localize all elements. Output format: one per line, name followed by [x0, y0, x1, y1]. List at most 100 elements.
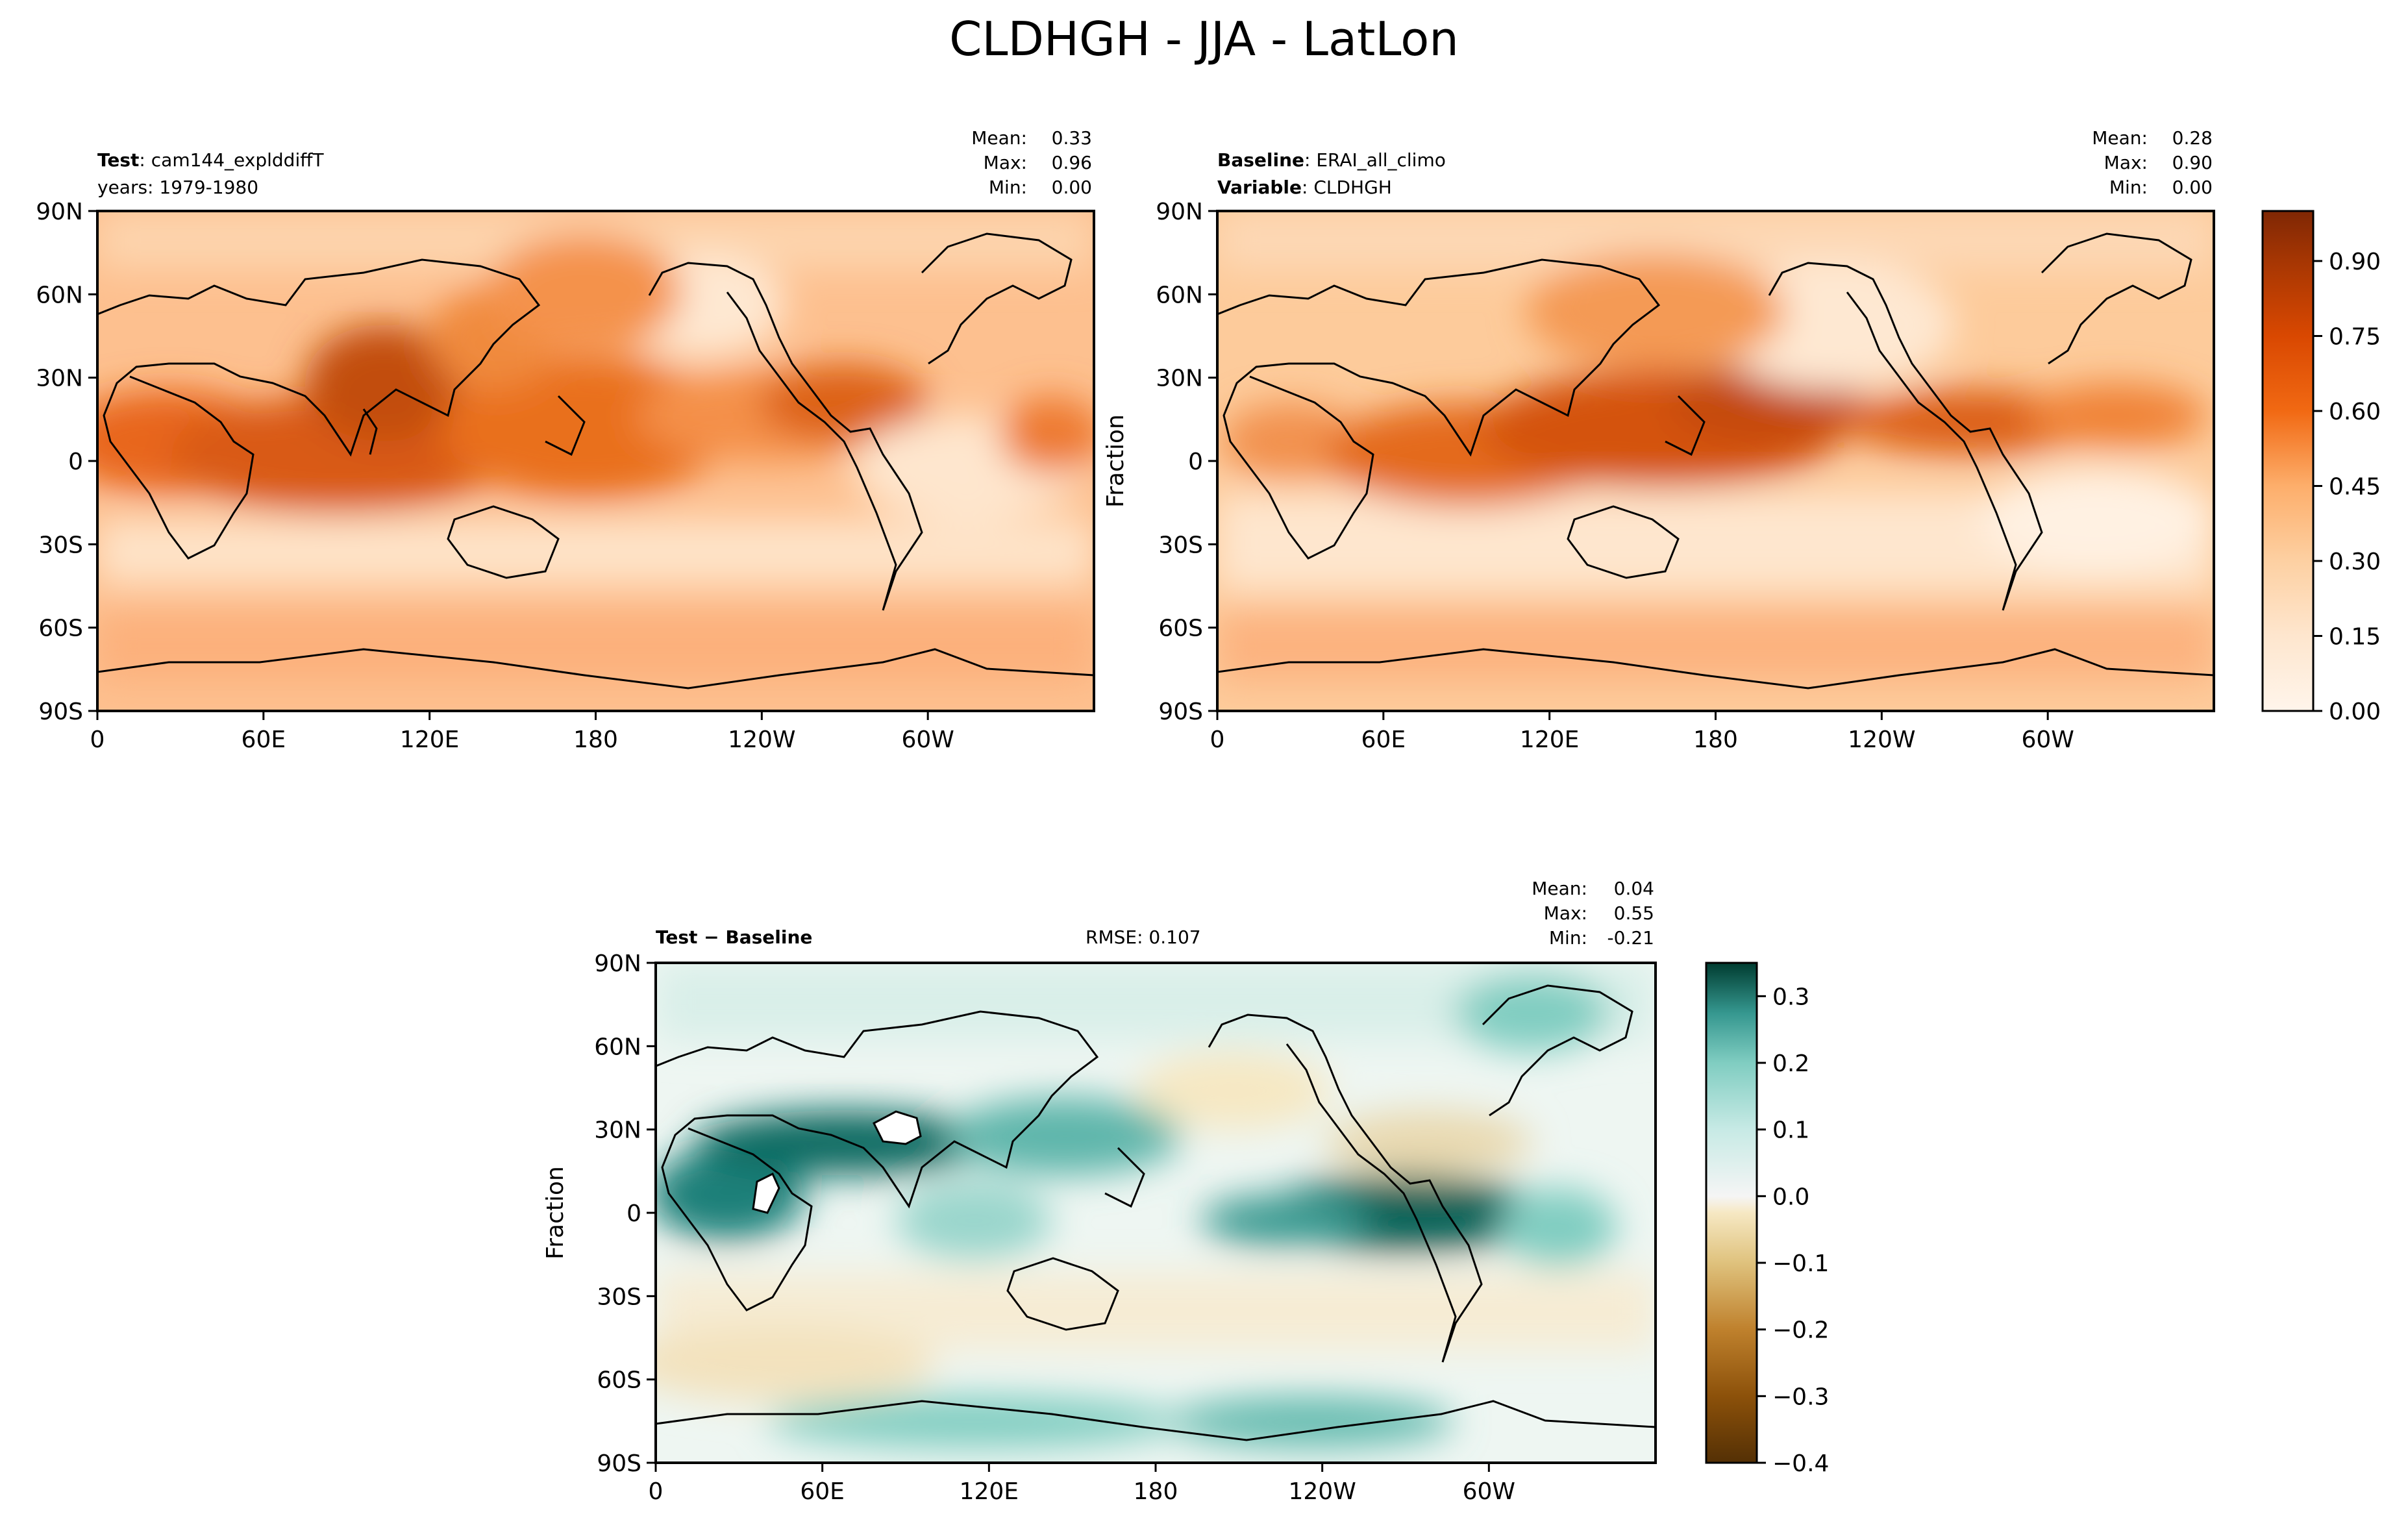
test-xtick-label: 60W	[901, 727, 954, 753]
test-xtick-label: 0	[90, 727, 105, 753]
diff-ytick-label: 60N	[594, 1034, 641, 1060]
test-ytick-label: 90N	[36, 199, 83, 225]
colorbar-brbg-tick-label: −0.3	[1772, 1384, 1829, 1410]
diff-xtick-label: 180	[1134, 1478, 1178, 1505]
baseline-xtick-label: 120W	[1848, 727, 1915, 753]
colorbar-brbg-tick-label: −0.2	[1772, 1317, 1829, 1344]
baseline-stat-mean-label: Mean:	[2092, 127, 2148, 149]
diff-ytick-label: 90N	[594, 951, 641, 977]
baseline-xtick-label: 120E	[1520, 727, 1579, 753]
diff-field	[656, 963, 1656, 1463]
svg-text:Variable: CLDHGH: Variable: CLDHGH	[1217, 177, 1392, 198]
baseline-ylabel: Fraction	[1102, 414, 1129, 508]
baseline-ytick-label: 60N	[1156, 282, 1203, 308]
diff-stat-mean-label: Mean:	[1532, 878, 1587, 899]
baseline-ytick-label: 90S	[1158, 699, 1203, 725]
baseline-field	[1217, 211, 2214, 711]
colorbar-oranges: 0.00 0.15 0.30 0.45 0.60 0.75 0.90	[2261, 210, 2381, 725]
colorbar-brbg-bar	[1705, 962, 1758, 1464]
baseline-stat-min-label: Min:	[2109, 177, 2148, 198]
baseline-stat-max-label: Max:	[2104, 152, 2148, 173]
colorbar-oranges-tick-label: 0.30	[2329, 549, 2381, 575]
test-stat-max-label: Max:	[984, 152, 1027, 173]
test-ytick-label: 30S	[38, 532, 83, 558]
diff-ytick-label: 30N	[594, 1117, 641, 1144]
baseline-ticks: 0 60E 120E 180 120W 60W 90N 60N 30N 0 30S 60S 90S	[1156, 199, 2074, 753]
colorbar-oranges-tick-label: 0.75	[2329, 324, 2381, 351]
test-ytick-label: 60N	[36, 282, 83, 308]
diff-xtick-label: 60E	[800, 1478, 845, 1505]
test-stats: Mean: 0.33 Max: 0.96 Min: 0.00	[971, 127, 1092, 198]
test-ytick-label: 90S	[38, 699, 83, 725]
test-stat-min-label: Min:	[989, 177, 1027, 198]
baseline-ytick-label: 0	[1188, 449, 1203, 475]
colorbar-oranges-tick-label: 0.45	[2329, 474, 2381, 501]
test-coastlines	[97, 232, 1094, 690]
colorbar-brbg-tick-label: −0.4	[1772, 1450, 1829, 1477]
diff-ytick-label: 60S	[597, 1367, 641, 1394]
panel-diff: Test − Baseline RMSE: 0.107 Mean: 0.04 M…	[542, 878, 1657, 1505]
diff-ytick-label: 0	[627, 1200, 641, 1227]
colorbar-brbg-tick-label: 0.1	[1772, 1117, 1809, 1144]
test-stat-max-value: 0.96	[1052, 152, 1092, 173]
colorbar-brbg-ticks: 0.3 0.2 0.1 0.0 −0.1 −0.2 −0.3 −0.4	[1757, 984, 1829, 1477]
baseline-xtick-label: 180	[1693, 727, 1738, 753]
diff-xtick-label: 0	[649, 1478, 664, 1505]
diff-stat-min-value: -0.21	[1607, 927, 1654, 949]
baseline-stats: Mean: 0.28 Max: 0.90 Min: 0.00	[2092, 127, 2213, 198]
diff-stat-max-value: 0.55	[1614, 902, 1654, 924]
test-label-bold: Test	[97, 149, 139, 171]
svg-text:Test: cam144_explddiffT: Test: cam144_explddiffT	[97, 149, 325, 171]
diff-stat-min-label: Min:	[1549, 927, 1587, 949]
test-ytick-label: 60S	[38, 615, 83, 642]
baseline-xtick-label: 60E	[1361, 727, 1406, 753]
baseline-ytick-label: 60S	[1158, 615, 1203, 642]
diff-ytick-label: 90S	[597, 1450, 641, 1477]
colorbar-brbg: 0.3 0.2 0.1 0.0 −0.1 −0.2 −0.3 −0.4	[1705, 962, 1829, 1477]
diff-rmse: RMSE: 0.107	[1086, 926, 1201, 948]
test-stat-mean-value: 0.33	[1052, 127, 1092, 149]
colorbar-oranges-tick-label: 0.00	[2329, 699, 2381, 725]
baseline-xtick-label: 0	[1210, 727, 1225, 753]
baseline-label-bold: Baseline	[1217, 149, 1304, 171]
colorbar-brbg-tick-label: 0.3	[1772, 984, 1809, 1010]
variable-label-bold: Variable	[1217, 177, 1302, 198]
colorbar-oranges-tick-label: 0.90	[2329, 249, 2381, 275]
baseline-label-value: ERAI_all_climo	[1316, 149, 1446, 171]
test-field	[97, 211, 1094, 711]
svg-text:Baseline: ERAI_all_climo: Baseline: ERAI_all_climo	[1217, 149, 1446, 171]
test-stat-mean-label: Mean:	[971, 127, 1027, 149]
test-xtick-label: 180	[573, 727, 618, 753]
baseline-xtick-label: 60W	[2021, 727, 2074, 753]
diff-white-blobs	[752, 1110, 922, 1214]
baseline-ytick-label: 30N	[1156, 366, 1203, 392]
test-ticks: 0 60E 120E 180 120W 60W 90N 60N 30N 0 30S 60S 90S	[36, 199, 954, 753]
diff-xtick-label: 120W	[1289, 1478, 1356, 1505]
colorbar-oranges-tick-label: 0.15	[2329, 624, 2381, 651]
panel-test: Test: cam144_explddiffT years: 1979-1980…	[36, 127, 1095, 753]
colorbar-brbg-tick-label: 0.2	[1772, 1050, 1809, 1077]
baseline-ytick-label: 30S	[1158, 532, 1203, 558]
diff-ytick-label: 30S	[597, 1284, 641, 1310]
variable-label-value: CLDHGH	[1313, 177, 1392, 198]
diff-xtick-label: 120E	[960, 1478, 1019, 1505]
baseline-stat-max-value: 0.90	[2172, 152, 2213, 173]
test-ytick-label: 0	[68, 449, 83, 475]
test-label-value: cam144_explddiffT	[151, 149, 325, 171]
test-label-years: years: 1979-1980	[97, 177, 258, 198]
diff-ylabel: Fraction	[542, 1166, 569, 1260]
colorbar-brbg-tick-label: −0.1	[1772, 1250, 1829, 1277]
diff-stat-max-label: Max:	[1544, 902, 1587, 924]
colorbar-oranges-ticks: 0.00 0.15 0.30 0.45 0.60 0.75 0.90	[2313, 249, 2381, 725]
baseline-coastlines	[1217, 232, 2214, 690]
diff-label: Test − Baseline	[656, 926, 812, 948]
colorbar-brbg-tick-label: 0.0	[1772, 1184, 1809, 1210]
diff-ticks: 0 60E 120E 180 120W 60W 90N 60N 30N 0 30S 60S 90S	[594, 951, 1515, 1505]
test-xtick-label: 120W	[728, 727, 795, 753]
test-stat-min-value: 0.00	[1052, 177, 1092, 198]
figure-title: CLDHGH - JJA - LatLon	[949, 12, 1459, 66]
baseline-stat-mean-value: 0.28	[2172, 127, 2213, 149]
baseline-stat-min-value: 0.00	[2172, 177, 2213, 198]
diff-coastlines	[656, 984, 1656, 1441]
